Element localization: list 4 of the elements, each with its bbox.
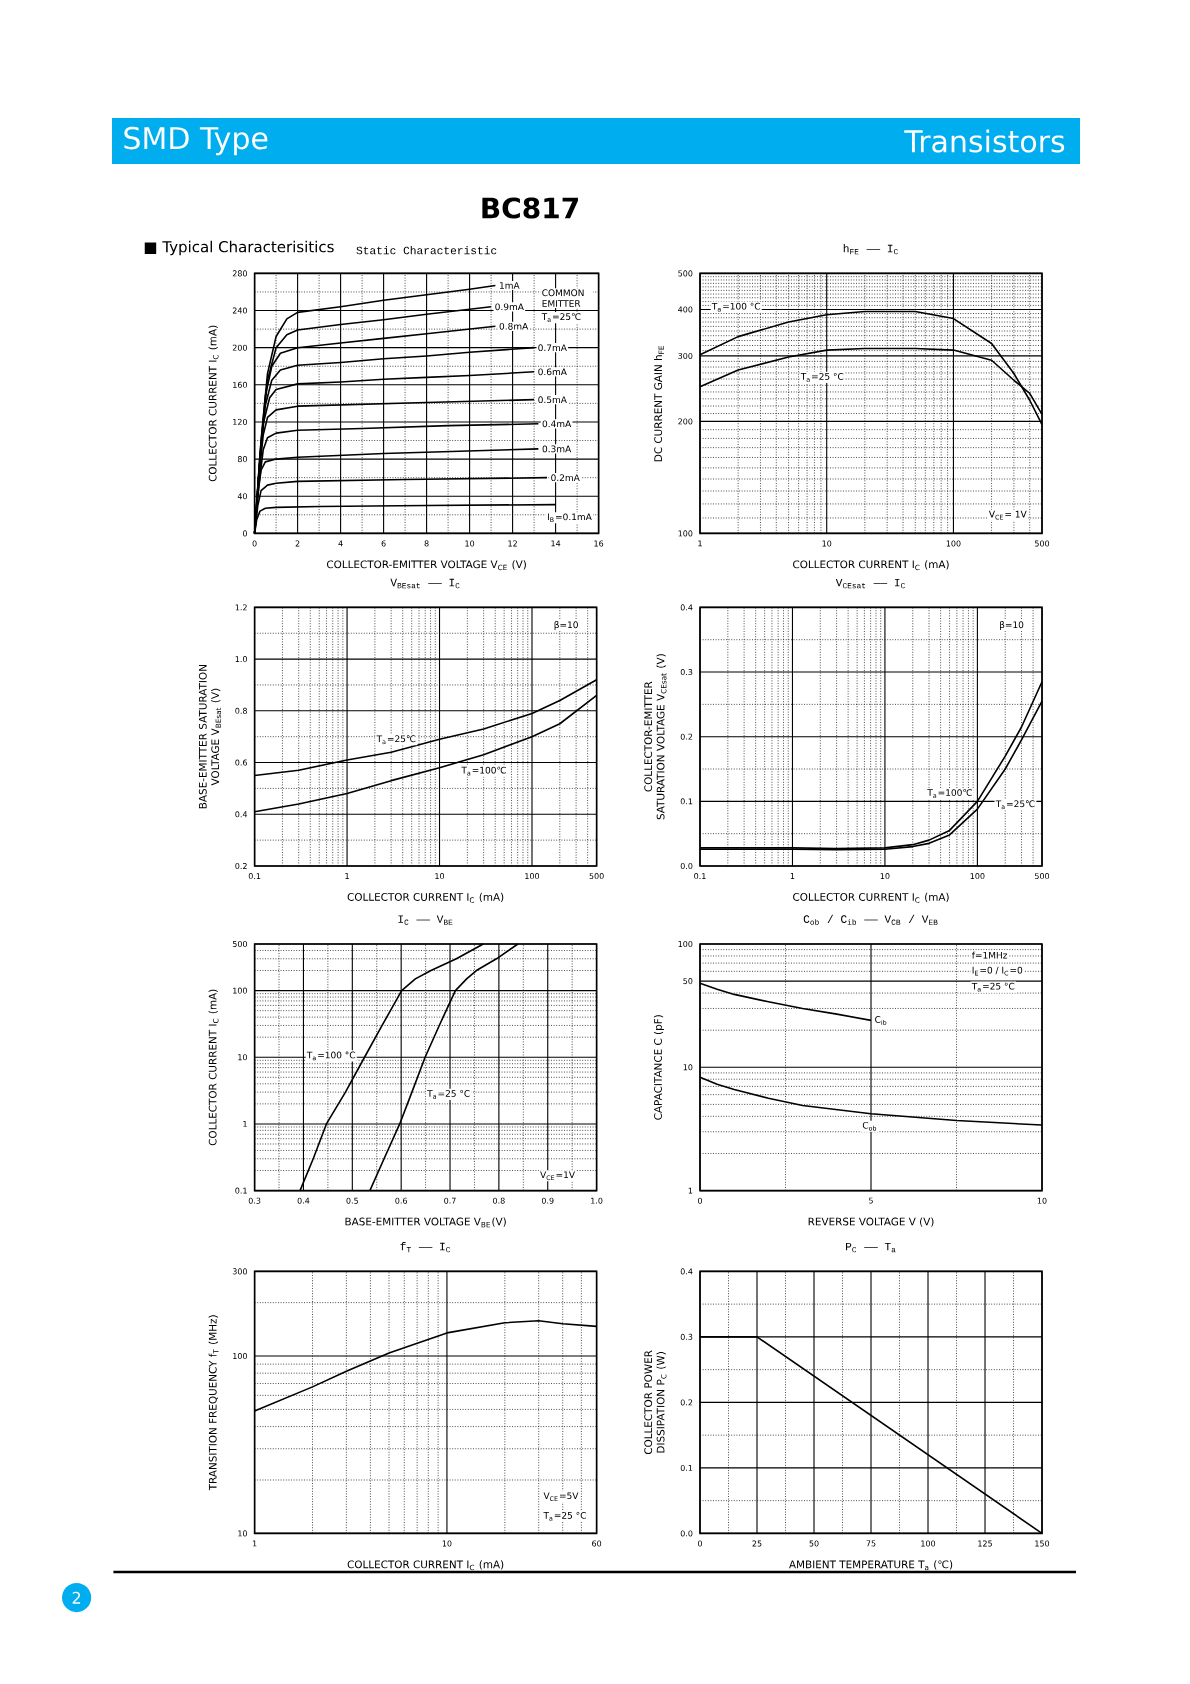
text: Transistors (904, 129, 1065, 153)
text: SMD Type (124, 126, 268, 156)
text: BC817 (482, 197, 578, 219)
text: 2 (72, 1591, 81, 1604)
